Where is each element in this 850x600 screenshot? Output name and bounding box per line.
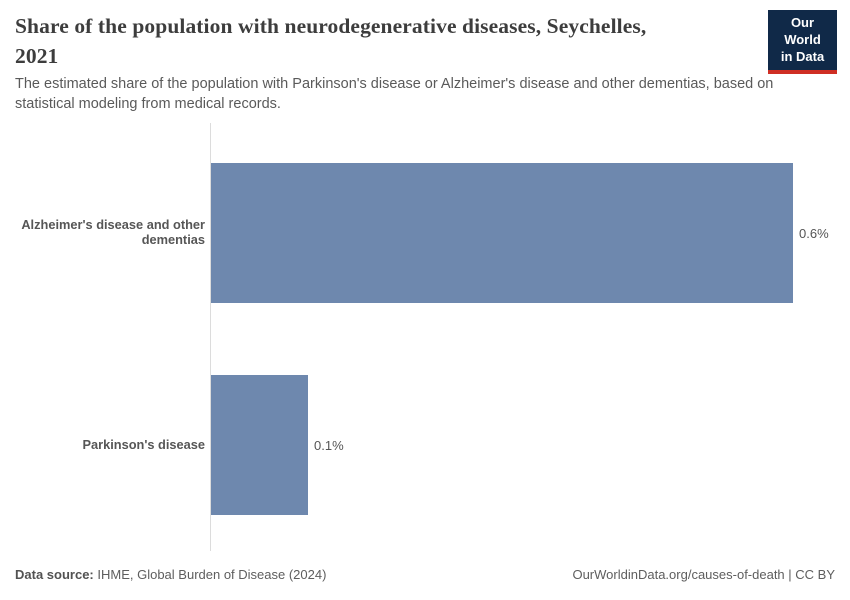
- value-label-alzheimers: 0.6%: [799, 225, 829, 241]
- owid-logo[interactable]: Our World in Data: [768, 10, 837, 74]
- y-axis-line: [210, 123, 211, 551]
- bar-row-alzheimers: Alzheimer's disease and other dementias …: [0, 127, 850, 339]
- owid-logo-line1: Our World: [784, 15, 821, 47]
- owid-logo-line2: in Data: [780, 48, 825, 64]
- data-source-text: IHME, Global Burden of Disease (2024): [97, 567, 327, 582]
- data-source-label: Data source:: [15, 567, 94, 582]
- chart-title-line2: 2021: [15, 43, 59, 68]
- data-source-note: Data source: IHME, Global Burden of Dise…: [15, 567, 326, 582]
- value-label-parkinsons: 0.1%: [314, 437, 344, 453]
- plot-area: Alzheimer's disease and other dementias …: [0, 123, 850, 551]
- bar-alzheimers[interactable]: [211, 163, 793, 303]
- category-label-parkinsons: Parkinson's disease: [82, 436, 205, 452]
- category-label-alzheimers: Alzheimer's disease and other dementias: [21, 217, 205, 247]
- chart-title: Share of the population with neurodegene…: [15, 12, 760, 71]
- bar-row-parkinsons: Parkinson's disease 0.1%: [0, 339, 850, 551]
- license-link[interactable]: OurWorldinData.org/causes-of-death | CC …: [572, 567, 835, 582]
- chart-footer: Data source: IHME, Global Burden of Dise…: [15, 567, 835, 582]
- chart-subtitle: The estimated share of the population wi…: [15, 76, 774, 113]
- chart-title-line1: Share of the population with neurodegene…: [15, 14, 647, 38]
- bar-parkinsons[interactable]: [211, 375, 308, 515]
